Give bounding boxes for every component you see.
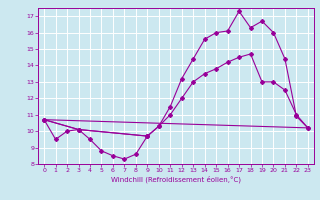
X-axis label: Windchill (Refroidissement éolien,°C): Windchill (Refroidissement éolien,°C) bbox=[111, 176, 241, 183]
